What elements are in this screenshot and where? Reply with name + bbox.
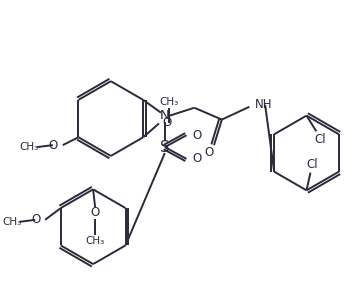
Text: O: O xyxy=(163,116,172,129)
Text: S: S xyxy=(160,140,170,154)
Text: Cl: Cl xyxy=(314,133,326,146)
Text: CH₃: CH₃ xyxy=(159,97,178,107)
Text: O: O xyxy=(192,129,201,142)
Text: O: O xyxy=(49,139,58,152)
Text: Cl: Cl xyxy=(306,158,318,171)
Text: N: N xyxy=(160,109,170,122)
Text: O: O xyxy=(91,206,100,219)
Text: O: O xyxy=(204,147,214,160)
Text: CH₃: CH₃ xyxy=(20,142,39,152)
Text: O: O xyxy=(31,213,40,226)
Text: CH₃: CH₃ xyxy=(2,217,21,227)
Text: NH: NH xyxy=(255,98,273,111)
Text: CH₃: CH₃ xyxy=(86,237,105,247)
Text: O: O xyxy=(192,152,201,165)
